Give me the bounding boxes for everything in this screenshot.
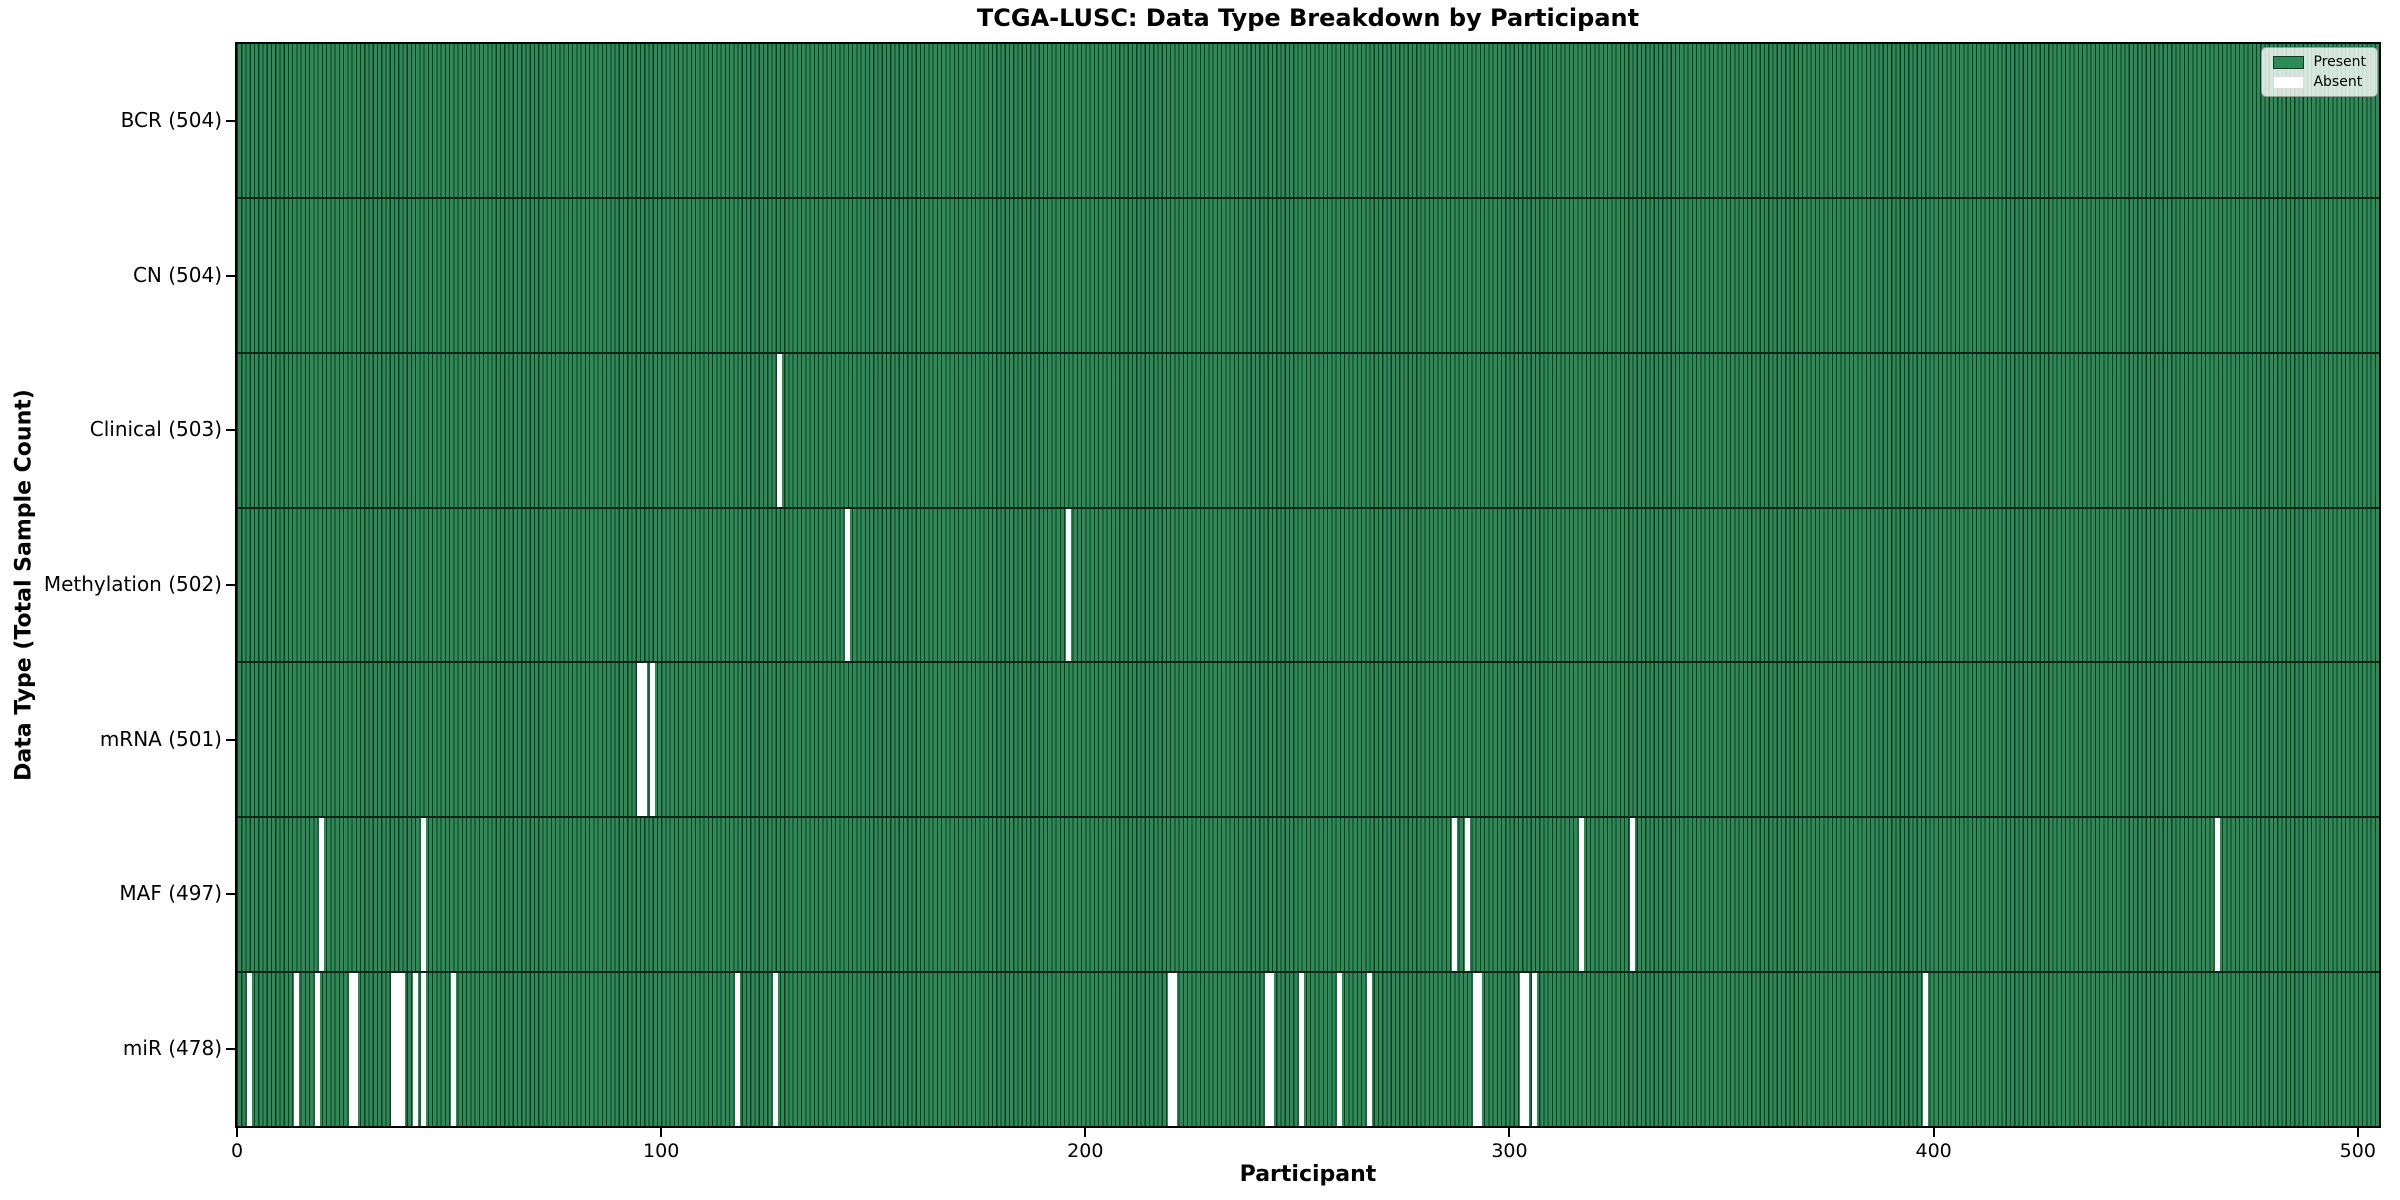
absent-gap xyxy=(1477,973,1483,1127)
absent-gap xyxy=(319,818,325,972)
x-axis-title: Participant xyxy=(1239,1162,1377,1187)
data-row-mRNA xyxy=(237,661,2379,817)
y-tick-label: BCR (504) xyxy=(120,108,222,133)
legend-item-present: Present xyxy=(2273,55,2366,69)
legend-item-absent: Absent xyxy=(2273,75,2366,89)
absent-gap xyxy=(315,973,321,1127)
absent-gap xyxy=(641,663,647,817)
absent-gap xyxy=(1269,973,1275,1127)
absent-gap xyxy=(349,973,355,1127)
absent-gap xyxy=(845,508,851,662)
y-tick-mark xyxy=(226,274,235,277)
chart-title: TCGA-LUSC: Data Type Breakdown by Partic… xyxy=(976,4,1640,32)
absent-swatch-icon xyxy=(2273,75,2305,89)
absent-gap xyxy=(1464,818,1470,972)
absent-gap xyxy=(1629,818,1635,972)
x-tick-label: 300 xyxy=(1491,1140,1528,1162)
absent-gap xyxy=(1451,818,1457,972)
legend-label-present: Present xyxy=(2313,54,2366,70)
absent-gap xyxy=(1065,508,1071,662)
absent-gap xyxy=(247,973,253,1127)
absent-gap xyxy=(1171,973,1177,1127)
x-tick-label: 400 xyxy=(1915,1140,1952,1162)
y-tick-label: CN (504) xyxy=(132,262,222,287)
absent-gap xyxy=(777,353,783,507)
absent-gap xyxy=(293,973,299,1127)
data-row-Clinical xyxy=(237,351,2379,507)
y-tick-label: miR (478) xyxy=(122,1035,222,1060)
absent-gap xyxy=(773,973,779,1127)
absent-gap xyxy=(391,973,397,1127)
absent-gap xyxy=(421,973,427,1127)
x-tick-mark xyxy=(1932,1128,1935,1137)
absent-gap xyxy=(450,973,456,1127)
y-tick-mark xyxy=(226,584,235,586)
legend: Present Absent xyxy=(2261,47,2378,97)
y-tick-mark xyxy=(226,738,235,741)
absent-gap xyxy=(1519,973,1525,1127)
data-row-CN xyxy=(237,196,2379,352)
absent-gap xyxy=(734,973,741,1127)
data-row-miR xyxy=(237,971,2379,1127)
data-row-BCR xyxy=(237,44,2379,197)
absent-gap xyxy=(1579,818,1585,972)
x-tick-mark xyxy=(2356,1128,2359,1137)
absent-gap xyxy=(1167,973,1173,1127)
x-tick-label: 500 xyxy=(2339,1140,2376,1162)
y-tick-mark xyxy=(226,893,235,896)
absent-gap xyxy=(1473,973,1479,1127)
y-tick-label: Methylation (502) xyxy=(43,572,222,596)
x-tick-label: 100 xyxy=(643,1140,680,1162)
data-row-MAF xyxy=(237,816,2379,972)
absent-gap xyxy=(1532,973,1538,1127)
x-tick-label: 200 xyxy=(1067,1140,1104,1162)
x-tick-mark xyxy=(1508,1128,1511,1137)
y-tick-label: mRNA (501) xyxy=(99,726,222,751)
x-tick-mark xyxy=(1084,1128,1087,1137)
absent-gap xyxy=(1922,973,1928,1127)
x-tick-mark xyxy=(660,1128,663,1137)
absent-gap xyxy=(412,973,418,1127)
data-row-Methylation xyxy=(237,506,2379,662)
y-tick-mark xyxy=(226,120,235,123)
absent-gap xyxy=(637,663,643,817)
y-tick-label: Clinical (503) xyxy=(89,417,222,442)
absent-gap xyxy=(1366,973,1372,1127)
absent-gap xyxy=(395,973,401,1127)
absent-gap xyxy=(1265,973,1271,1127)
plot-area xyxy=(235,42,2381,1128)
x-tick-mark xyxy=(236,1128,238,1137)
x-tick-label: 0 xyxy=(230,1140,244,1162)
y-tick-mark xyxy=(226,429,235,432)
present-swatch-icon xyxy=(2273,55,2305,69)
absent-gap xyxy=(399,973,405,1127)
absent-gap xyxy=(353,973,359,1127)
y-tick-mark xyxy=(226,1047,235,1050)
absent-gap xyxy=(1523,973,1529,1127)
absent-gap xyxy=(421,818,427,972)
absent-gap xyxy=(650,663,656,817)
absent-gap xyxy=(1337,973,1343,1127)
absent-gap xyxy=(1299,973,1305,1127)
absent-gap xyxy=(2215,818,2221,972)
y-tick-label: MAF (497) xyxy=(119,881,222,906)
legend-label-absent: Absent xyxy=(2313,74,2363,90)
